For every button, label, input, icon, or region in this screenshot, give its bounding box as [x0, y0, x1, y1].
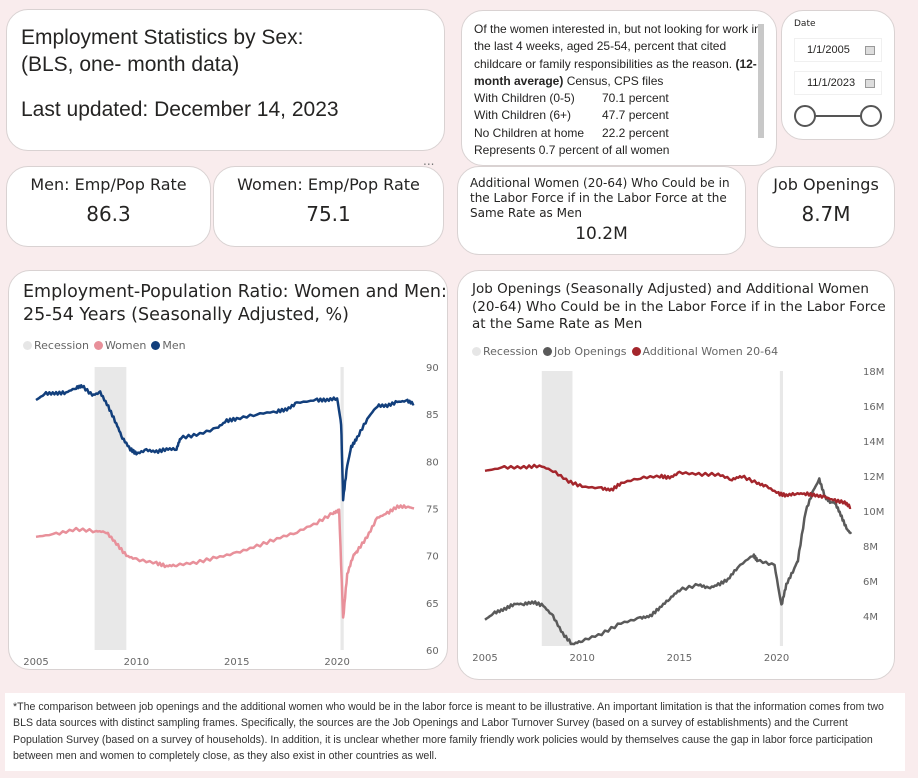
dashboard-subtitle: (BLS, one- month data) — [21, 53, 240, 76]
y-tick-label: 4M — [863, 612, 878, 623]
series-line-women — [35, 504, 415, 619]
info-row: With Children (6+) 47.7 percent — [474, 108, 669, 123]
legend-item[interactable]: Job Openings — [542, 345, 627, 358]
recession-band — [779, 371, 783, 646]
info-row: No Children at home 22.2 percent — [474, 125, 669, 140]
legend-marker-icon — [151, 341, 161, 350]
calendar-icon[interactable] — [865, 45, 875, 55]
slider-track — [804, 115, 872, 117]
recession-band — [541, 371, 573, 646]
x-tick-label: 2015 — [667, 653, 692, 664]
series-line-job-openings — [484, 477, 853, 646]
info-row: With Children (0-5) 70.1 percent — [474, 91, 669, 106]
kpi-value: 75.1 — [306, 202, 351, 226]
dashboard-title: Employment Statistics by Sex: — [21, 26, 304, 49]
legend-marker-icon — [542, 347, 552, 356]
chart-plot: 2005 2010 2015 2020 90 85 80 75 70 65 60 — [23, 363, 439, 668]
legend-marker-icon — [472, 347, 481, 356]
x-tick-label: 2020 — [324, 657, 349, 668]
series-line-additional-women-20-64 — [484, 463, 852, 510]
kpi-label: Women: Emp/Pop Rate — [237, 175, 420, 194]
calendar-icon[interactable] — [865, 78, 875, 88]
kpi-label: Additional Women (20-64) Who Could be in… — [470, 176, 730, 220]
x-tick-label: 2020 — [764, 653, 789, 664]
x-tick-label: 2005 — [23, 657, 48, 668]
y-tick-label: 8M — [863, 542, 878, 553]
chart-title: Job Openings (Seasonally Adjusted) and A… — [472, 281, 886, 332]
x-tick-label: 2010 — [569, 653, 594, 664]
slider-end-handle[interactable] — [860, 105, 882, 127]
y-tick-label: 60 — [426, 646, 439, 657]
legend-marker-icon — [23, 341, 32, 350]
date-slicer: Date 1/1/2005 11/1/2023 — [781, 10, 895, 140]
kpi-additional-women: Additional Women (20-64) Who Could be in… — [457, 166, 746, 255]
legend-item[interactable]: Recession — [23, 339, 89, 352]
chart-legend: Recession Job Openings Additional Women 20… — [472, 345, 778, 358]
y-tick-label: 80 — [426, 457, 439, 468]
emp-pop-chart: Employment-Population Ratio: Women and M… — [8, 270, 448, 670]
kpi-value: 86.3 — [86, 202, 131, 226]
series-line-men — [35, 384, 415, 502]
childcare-info-card: Of the women interested in, but not look… — [461, 10, 777, 166]
job-openings-chart: Job Openings (Seasonally Adjusted) and A… — [457, 270, 895, 680]
kpi-men-emp-pop: Men: Emp/Pop Rate 86.3 — [6, 166, 211, 247]
info-intro: Of the women interested in, but not look… — [474, 22, 761, 88]
title-card: Employment Statistics by Sex: (BLS, one-… — [6, 9, 445, 151]
y-tick-label: 12M — [863, 472, 884, 483]
kpi-value: 10.2M — [575, 224, 628, 244]
y-tick-label: 14M — [863, 437, 884, 448]
y-tick-label: 10M — [863, 507, 884, 518]
x-tick-label: 2015 — [224, 657, 249, 668]
scrollbar[interactable] — [758, 24, 764, 138]
x-tick-label: 2005 — [472, 653, 497, 664]
slider-start-handle[interactable] — [794, 105, 816, 127]
more-options-icon[interactable]: ... — [423, 154, 435, 168]
end-date-input[interactable]: 11/1/2023 — [794, 71, 882, 95]
legend-item[interactable]: Recession — [472, 345, 538, 358]
y-tick-label: 90 — [426, 363, 439, 374]
y-tick-label: 18M — [863, 367, 884, 378]
chart-title: Employment-Population Ratio: Women and M… — [23, 282, 447, 325]
kpi-label: Job Openings — [773, 175, 879, 194]
footnote: *The comparison between job openings and… — [5, 693, 905, 771]
start-date-input[interactable]: 1/1/2005 — [794, 38, 882, 62]
recession-band — [340, 367, 344, 650]
y-tick-label: 16M — [863, 402, 884, 413]
y-tick-label: 6M — [863, 577, 878, 588]
info-footer: Represents 0.7 percent of all women — [474, 143, 670, 158]
last-updated: Last updated: December 14, 2023 — [21, 98, 339, 121]
chart-legend: Recession Women Men — [23, 339, 186, 352]
legend-marker-icon — [631, 347, 641, 356]
y-tick-label: 75 — [426, 505, 439, 516]
y-tick-label: 85 — [426, 410, 439, 421]
legend-item[interactable]: Men — [151, 339, 186, 352]
kpi-women-emp-pop: Women: Emp/Pop Rate 75.1 — [213, 166, 444, 247]
slicer-label: Date — [794, 19, 816, 29]
legend-item[interactable]: Women — [93, 339, 146, 352]
chart-plot: 2005 2010 2015 2020 18M 16M 14M 12M 10M 8M 6M 4M — [472, 367, 884, 664]
kpi-label: Men: Emp/Pop Rate — [30, 175, 187, 194]
y-tick-label: 70 — [426, 552, 439, 563]
x-tick-label: 2010 — [124, 657, 149, 668]
kpi-value: 8.7M — [801, 202, 851, 226]
date-range-slider[interactable] — [794, 104, 882, 128]
y-tick-label: 65 — [426, 599, 439, 610]
legend-marker-icon — [93, 341, 103, 350]
kpi-job-openings: Job Openings 8.7M — [757, 166, 895, 248]
legend-item[interactable]: Additional Women 20-64 — [631, 345, 778, 358]
